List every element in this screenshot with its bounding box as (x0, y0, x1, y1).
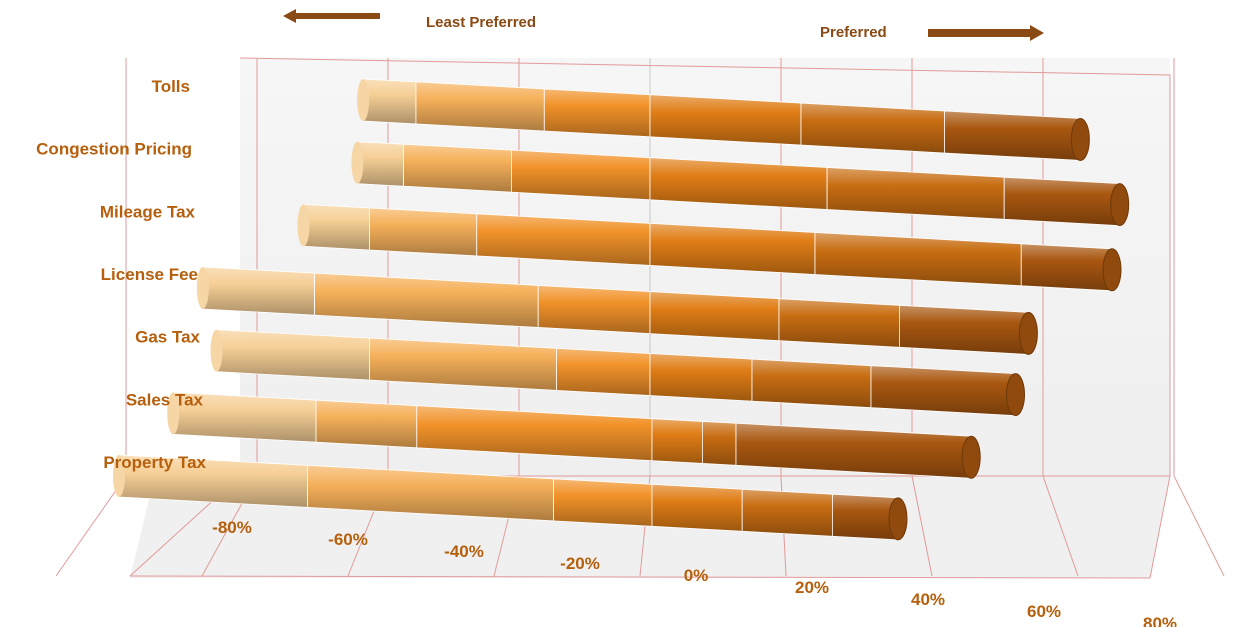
bar-segment (1003, 176, 1121, 227)
bar-segment (944, 110, 1081, 161)
bar-segment (315, 399, 418, 449)
bar-segment (651, 418, 703, 464)
x-tick-label: 40% (911, 590, 945, 609)
bar-end-cap (1102, 248, 1122, 292)
category-label: Gas Tax (135, 328, 200, 347)
bar-row (357, 78, 1090, 161)
bar-end-cap (1006, 373, 1025, 417)
bar-row (297, 203, 1122, 292)
bar-segment (651, 483, 743, 532)
bar-end-cap (1070, 117, 1090, 161)
bar-segment (741, 488, 833, 537)
plot-frame (239, 57, 1171, 477)
bar-row (351, 141, 1130, 227)
bar-segment (649, 291, 780, 342)
bar-segment (415, 81, 545, 132)
bar-end-cap (1110, 183, 1130, 227)
bar-segment (216, 329, 370, 381)
bar-segment (649, 222, 816, 275)
x-tick-label: -60% (328, 530, 368, 549)
bar-segment (778, 298, 900, 348)
bar-row (113, 454, 908, 541)
direction-indicators: Least Preferred Preferred (283, 9, 1044, 41)
bar-segment (476, 213, 651, 266)
bar-row (167, 391, 981, 479)
bar-segment (510, 149, 651, 201)
category-label: Sales Tax (126, 390, 204, 409)
bar-segment (356, 141, 405, 187)
bar-start-cap (297, 204, 310, 247)
bar-start-cap (357, 79, 370, 121)
bar-end-cap (888, 497, 908, 541)
bar-segment (553, 478, 653, 527)
bar-segment (649, 353, 753, 402)
bar-segment (702, 421, 737, 466)
x-tick-label: -40% (444, 542, 484, 561)
bar-segment (899, 304, 1029, 355)
category-labels: Tolls Congestion Pricing Mileage Tax Licens… (36, 77, 206, 472)
bar-segment (870, 365, 1016, 417)
bar-start-cap (196, 267, 209, 309)
bar-segment (751, 358, 872, 409)
category-label: Congestion Pricing (36, 140, 192, 159)
bar-segment (556, 347, 651, 396)
bar-segment (202, 266, 316, 316)
floor-grid-line (1042, 475, 1079, 577)
x-tick-label: -80% (212, 518, 252, 537)
bar-start-cap (351, 141, 364, 184)
bar-segment (1020, 243, 1113, 292)
bar-segment (543, 88, 651, 138)
bars-group (113, 78, 1130, 541)
x-tick-label: -20% (560, 554, 600, 573)
category-label: Property Tax (103, 453, 206, 472)
bar-segment (832, 493, 899, 541)
floor-grid-line (1173, 475, 1225, 577)
category-label: Tolls (152, 77, 190, 96)
x-tick-label: 0% (684, 566, 709, 585)
floor-grid-line (55, 475, 127, 577)
bar-start-cap (167, 392, 180, 435)
bar-end-cap (961, 435, 981, 479)
bar-end-cap (1018, 311, 1038, 355)
bar-start-cap (210, 329, 223, 372)
category-label: License Fee (101, 265, 198, 284)
x-tick-label: 20% (795, 578, 829, 597)
floor-grid-line (911, 475, 933, 577)
bar-row (196, 266, 1038, 355)
bar-segment (362, 78, 417, 125)
bar-start-cap (113, 455, 125, 497)
bar-segment (537, 285, 651, 335)
bar-segment (403, 143, 512, 193)
bar-segment (649, 94, 802, 146)
x-tick-labels: -80% -60% -40% -20% 0% 20% 40% 60% 80% (212, 518, 1177, 627)
least-preferred-label: Least Preferred (426, 14, 536, 31)
left-arrow-icon (283, 9, 380, 23)
bar-row (210, 329, 1025, 417)
floor-edge-right (1149, 475, 1171, 579)
bar-segment (369, 207, 478, 257)
floor-edge-front (129, 575, 1151, 579)
x-tick-label: 80% (1143, 614, 1177, 627)
preferred-label: Preferred (820, 24, 887, 41)
bar-segment (800, 102, 945, 154)
bar-segment (303, 203, 370, 251)
category-label: Mileage Tax (100, 202, 196, 221)
right-arrow-icon (928, 25, 1044, 41)
x-tick-label: 60% (1027, 602, 1061, 621)
